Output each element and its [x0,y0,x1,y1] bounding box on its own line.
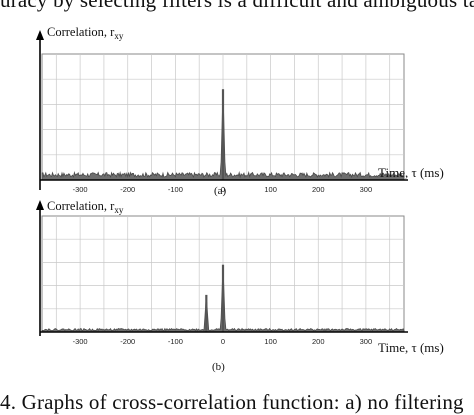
x-tick-label: 300 [360,337,373,346]
x-axis-label-a: Time, τ (ms) [378,165,444,180]
y-axis-label-a: Correlation, rxy [47,25,124,41]
x-tick-label: 0 [221,185,225,194]
y-axis-arrow-a [36,30,44,40]
y-axis-label-b: Correlation, rxy [47,199,124,215]
x-tick-label: -300 [73,337,88,346]
x-tick-label: 200 [312,337,325,346]
x-tick-label: 200 [312,185,325,194]
x-tick-label: 0 [221,337,225,346]
chart-a: -300 -200 -100 0 100 200 300 Correlation, rxy … [36,25,444,197]
x-tick-label: 300 [360,185,373,194]
y-axis-arrow-b [36,200,44,210]
chart-b: -300 -200 -100 0 100 200 300 Correlation, rxy … [36,199,444,373]
caption-a: (a) [214,185,227,197]
paper-text-top: uracy by selecting filters is a difficul… [0,0,474,12]
paper-text-bottom: 4. Graphs of cross-correlation function:… [0,390,464,414]
x-tick-label: 100 [264,337,277,346]
x-tick-label: -100 [168,337,183,346]
plot-area-b: -300 -200 -100 0 100 200 300 [40,215,408,346]
caption-b: (b) [212,361,225,373]
x-tick-label: -200 [120,185,135,194]
x-tick-label: -300 [73,185,88,194]
x-tick-label: -100 [168,185,183,194]
x-tick-label: 100 [264,185,277,194]
x-tick-label: -200 [120,337,135,346]
plot-area-a: -300 -200 -100 0 100 200 300 [40,53,408,194]
x-axis-label-b: Time, τ (ms) [378,340,444,355]
